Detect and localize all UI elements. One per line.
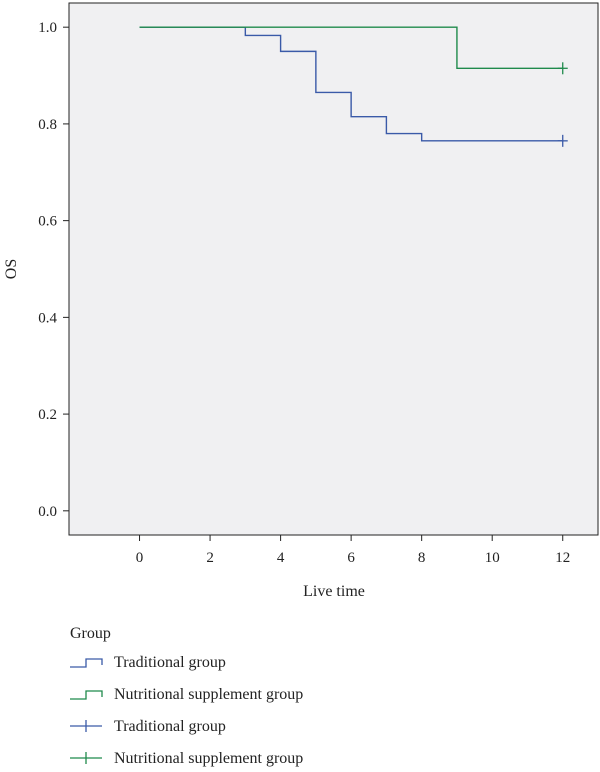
series-layer (139, 26, 568, 147)
x-axis-label: Live time (303, 583, 365, 600)
legend-label: Traditional group (114, 654, 226, 671)
plot-area (68, 2, 599, 536)
x-tick-label: 10 (485, 550, 500, 566)
legend-label: Traditional group (114, 718, 226, 735)
legend-title: Group (70, 625, 111, 642)
y-tick-label: 0.4 (38, 310, 57, 326)
legend: Group Traditional group Nutritional suppl… (70, 625, 303, 767)
y-tick-label: 0.6 (38, 214, 57, 230)
y-tick-label: 0.0 (38, 504, 57, 520)
legend-label: Nutritional supplement group (114, 686, 303, 703)
legend-step-symbol (70, 658, 103, 668)
x-tick-label: 0 (136, 550, 144, 566)
x-tick-label: 2 (206, 550, 214, 566)
x-axis: 0 2 4 6 8 10 12 (136, 535, 570, 566)
x-tick-label: 8 (418, 550, 426, 566)
legend-label: Nutritional supplement group (114, 750, 303, 767)
legend-step-symbol (70, 690, 103, 700)
y-tick-label: 1.0 (38, 20, 57, 36)
y-axis: 0.0 0.2 0.4 0.6 0.8 1.0 (38, 20, 69, 520)
x-tick-label: 6 (347, 550, 355, 566)
survival-curve (139, 26, 563, 69)
x-tick-label: 12 (555, 550, 570, 566)
y-tick-label: 0.8 (38, 117, 57, 133)
y-axis-label: OS (3, 259, 20, 279)
x-tick-label: 4 (277, 550, 285, 566)
survival-curve (139, 26, 563, 142)
y-tick-label: 0.2 (38, 407, 57, 423)
